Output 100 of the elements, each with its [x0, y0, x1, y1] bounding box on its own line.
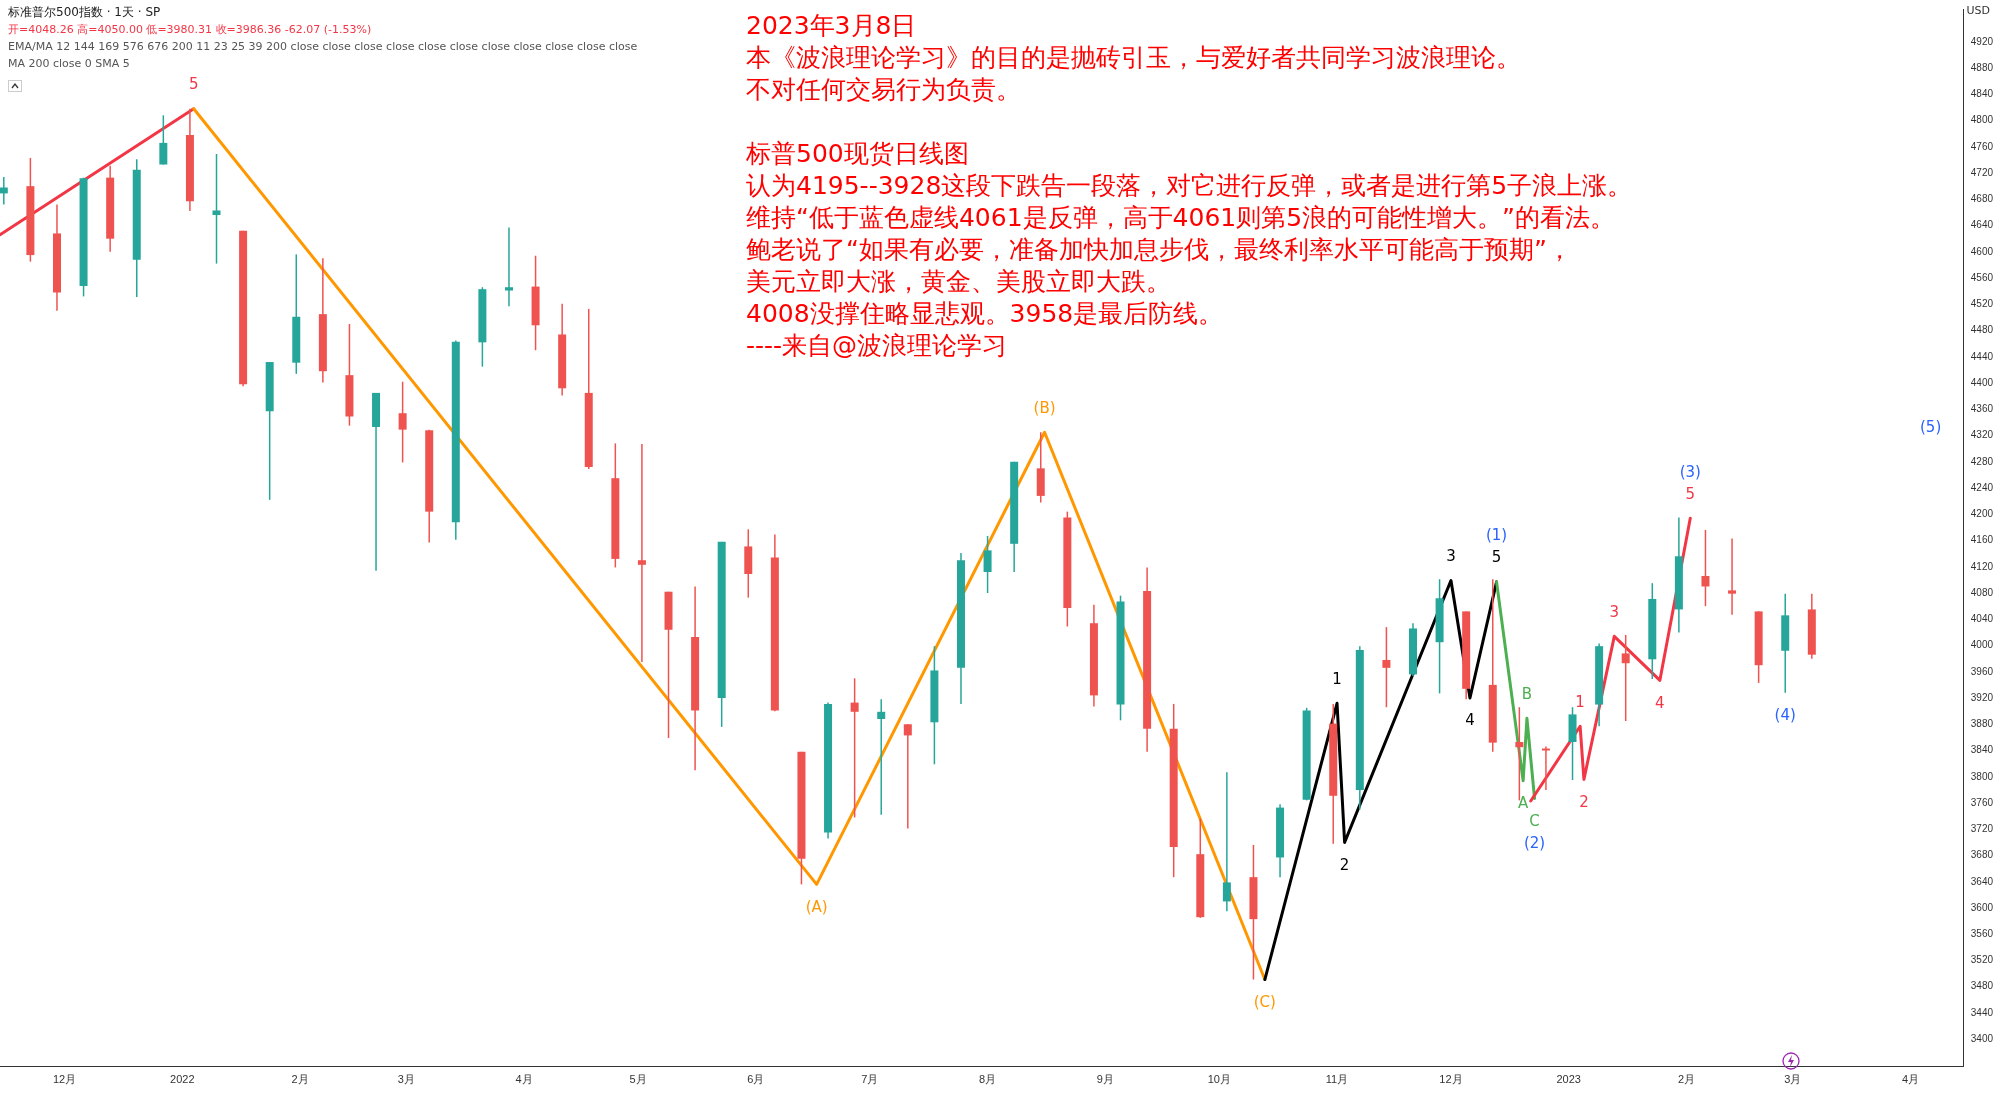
y-axis-title: USD [1966, 4, 1990, 17]
y-tick-label: 4800 [1970, 114, 1994, 126]
y-tick-label: 4920 [1970, 35, 1994, 47]
annotation: 标准普尔500指数 · 1天 · SP [8, 4, 162, 21]
candlestick [983, 535, 992, 594]
y-tick-label: 3680 [1970, 849, 1994, 861]
x-tick-label: 12月 [1439, 1073, 1463, 1086]
candlestick [1701, 529, 1710, 607]
annotation: 2 [1339, 855, 1350, 874]
y-tick-label: 3640 [1970, 875, 1994, 887]
annotation: C [1529, 811, 1540, 830]
annotation: 5 [188, 75, 199, 94]
x-tick-label: 2月 [1677, 1073, 1696, 1086]
y-tick-label: 4720 [1970, 166, 1994, 178]
y-tick-label: 4400 [1970, 376, 1994, 388]
y-tick-label: 4680 [1970, 193, 1994, 205]
candlestick [0, 176, 8, 206]
candlestick [1541, 745, 1550, 791]
x-tick-label: 4月 [515, 1073, 533, 1086]
annotation: 2 [1579, 792, 1589, 811]
x-tick-label: 10月 [1207, 1073, 1231, 1086]
annotation: (B) [1033, 398, 1056, 417]
candlestick [877, 698, 886, 816]
y-tick-label: 4280 [1970, 455, 1994, 467]
y-tick-label: 4600 [1970, 245, 1994, 257]
y-tick-label: 4440 [1970, 350, 1994, 362]
y-tick-label: 4200 [1970, 508, 1994, 520]
y-tick-label: 3800 [1970, 770, 1994, 782]
x-tick-label: 12月 [52, 1073, 77, 1086]
y-tick-label: 4840 [1970, 88, 1994, 100]
candlestick [903, 723, 912, 830]
y-tick-label: 4560 [1970, 271, 1994, 283]
y-tick-label: 4480 [1970, 324, 1994, 336]
x-tick-label: 3月 [1784, 1073, 1802, 1086]
candlestick [159, 114, 168, 166]
annotation: 3 [1446, 546, 1456, 565]
y-tick-label: 3600 [1970, 901, 1994, 913]
annotation: (1) [1485, 526, 1508, 545]
y-tick-label: 3560 [1970, 928, 1994, 939]
candlestick [637, 443, 646, 663]
y-tick-label: 4120 [1970, 560, 1994, 572]
x-tick-label: 6月 [747, 1073, 765, 1086]
y-tick-label: 4000 [1970, 639, 1994, 651]
y-tick-label: 3760 [1970, 796, 1994, 808]
y-tick-label: 3840 [1970, 744, 1994, 756]
annotation: 认为4195--3928这段下跌告一段落，对它进行反弹，或者是进行第5子浪上涨。 [746, 170, 1633, 202]
annotation: 3 [1609, 602, 1620, 621]
y-tick-label: 3480 [1970, 980, 1994, 992]
y-tick-label: 4640 [1970, 219, 1994, 231]
candlestick [1728, 537, 1737, 616]
candlestick [1222, 771, 1231, 913]
y-tick-label: 3720 [1970, 823, 1994, 834]
annotation: EMA/MA 12 144 169 576 676 200 11 23 25 39 200 close close close close close close close close close close close [8, 39, 638, 55]
annotation: 维持“低于蓝色虚线4061是反弹，高于4061则第5浪的可能性增大。”的看法。 [746, 202, 1617, 234]
annotation: (3) [1679, 462, 1701, 481]
x-tick-label: 9月 [1096, 1073, 1114, 1086]
y-tick-label: 4880 [1970, 61, 1994, 73]
candlestick [398, 380, 407, 464]
annotation: MA 200 close 0 SMA 5 [8, 56, 131, 72]
y-tick-label: 4320 [1970, 429, 1994, 441]
annotation: 鲍老说了“如果有必要，准备加快加息步伐，最终利率水平可能高于预期”， [746, 234, 1573, 266]
y-tick-label: 4040 [1970, 613, 1994, 625]
candlestick [1621, 634, 1630, 722]
y-tick-label: 3880 [1970, 718, 1994, 730]
annotation: 1 [1332, 669, 1342, 688]
y-tick-label: 3960 [1970, 665, 1994, 677]
annotation: 开=4048.26 高=4050.00 低=3980.31 收=3986.36 -62.07 (-1.53%) [8, 22, 373, 38]
annotation: 本《波浪理论学习》的目的是抛砖引玉，与爱好者共同学习波浪理论。 [746, 42, 1522, 74]
annotation: (C) [1253, 992, 1276, 1011]
y-tick-label: 3920 [1970, 691, 1994, 703]
annotation: (5) [1920, 418, 1942, 436]
x-tick-label: 4月 [1902, 1073, 1920, 1086]
y-tick-label: 3400 [1970, 1032, 1994, 1044]
x-tick-label: 5月 [629, 1073, 647, 1086]
y-tick-label: 4160 [1970, 534, 1994, 546]
y-tick-label: 4760 [1970, 140, 1994, 152]
annotation: 标普500现货日线图 [746, 138, 970, 170]
x-tick-label: 8月 [979, 1073, 997, 1086]
candlestick [504, 226, 513, 308]
annotation: (2) [1523, 833, 1546, 852]
annotation: 不对任何交易行为负责。 [746, 74, 1022, 106]
y-tick-label: 4520 [1970, 298, 1994, 310]
y-tick-label: 4360 [1970, 403, 1994, 415]
y-tick-label: 3520 [1970, 954, 1994, 966]
y-tick-label: 3440 [1970, 1006, 1994, 1018]
annotation: 5 [1685, 484, 1696, 503]
annotation: B [1521, 684, 1533, 703]
annotation: ----来自@波浪理论学习 [746, 330, 1009, 362]
annotation: 美元立即大涨，黄金、美股立即大跌。 [746, 266, 1172, 298]
annotation: A [1518, 794, 1530, 813]
annotation: (A) [805, 897, 828, 916]
x-tick-label: 2023 [1556, 1073, 1581, 1086]
chart-title: 2023年3月8日 [746, 10, 918, 42]
x-tick-label: 3月 [397, 1073, 415, 1086]
annotation: (4) [1774, 706, 1796, 725]
x-tick-label: 2月 [291, 1073, 309, 1086]
candlestick [212, 153, 221, 265]
x-tick-label: 7月 [861, 1073, 879, 1086]
candlestick [1382, 626, 1391, 708]
annotation: 4008没撑住略显悲观。3958是最后防线。 [746, 298, 1225, 330]
